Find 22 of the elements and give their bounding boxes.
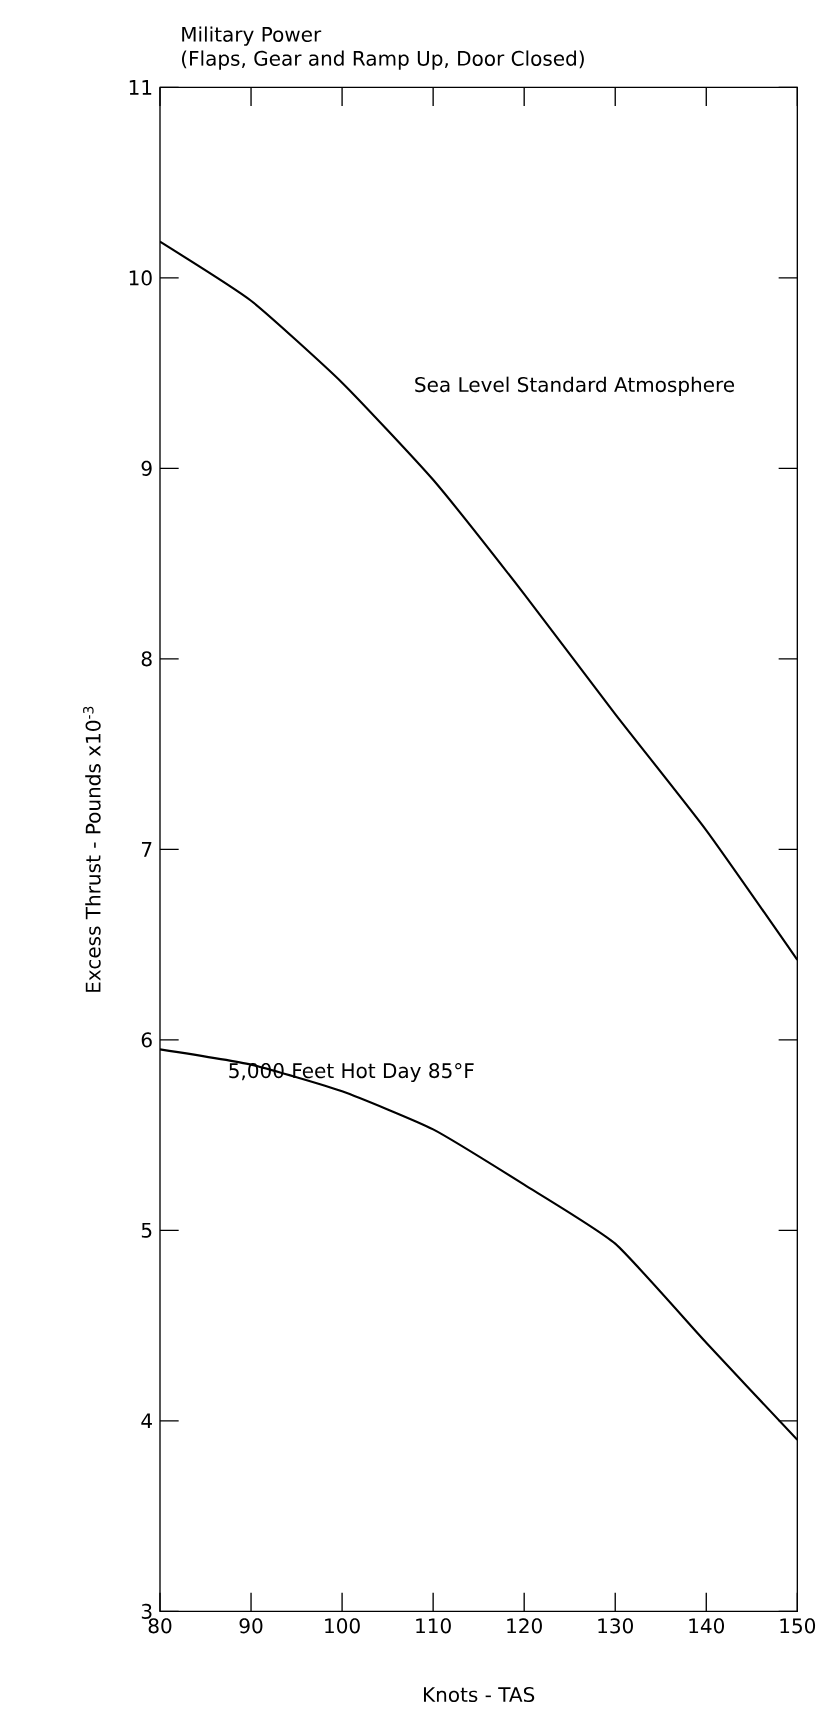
x-axis-title: Knots - TAS (423, 1686, 535, 1703)
y-tick-label: 9 (141, 460, 152, 476)
y-tick-label: 3 (141, 1603, 152, 1619)
x-tick-label: 110 (416, 1618, 451, 1634)
chart-subtitle: (Flaps, Gear and Ramp Up, Door Closed) (181, 50, 584, 70)
y-tick-label: 8 (141, 651, 152, 667)
y-tick-label: 10 (129, 270, 152, 286)
x-tick-label: 130 (598, 1618, 633, 1634)
y-tick-label: 11 (129, 80, 152, 95)
y-axis-title: Excess Thrust - Pounds x10$^{-3}$ (83, 706, 101, 992)
x-tick-label: 120 (507, 1618, 542, 1634)
y-tick-label: 6 (141, 1032, 152, 1048)
x-tick-label: 150 (780, 1618, 816, 1634)
y-tick-label: 4 (141, 1413, 152, 1429)
x-tick-label: 140 (689, 1618, 725, 1634)
text: Sea Level Standard Atmosphere (415, 376, 735, 396)
x-tick-label: 90 (239, 1618, 263, 1634)
y-tick-label: 5 (141, 1222, 152, 1238)
chart-title: Military Power (182, 26, 322, 46)
y-tick-label: 7 (141, 842, 152, 857)
x-tick-label: 100 (325, 1618, 360, 1634)
x-tick-label: 80 (148, 1618, 172, 1634)
